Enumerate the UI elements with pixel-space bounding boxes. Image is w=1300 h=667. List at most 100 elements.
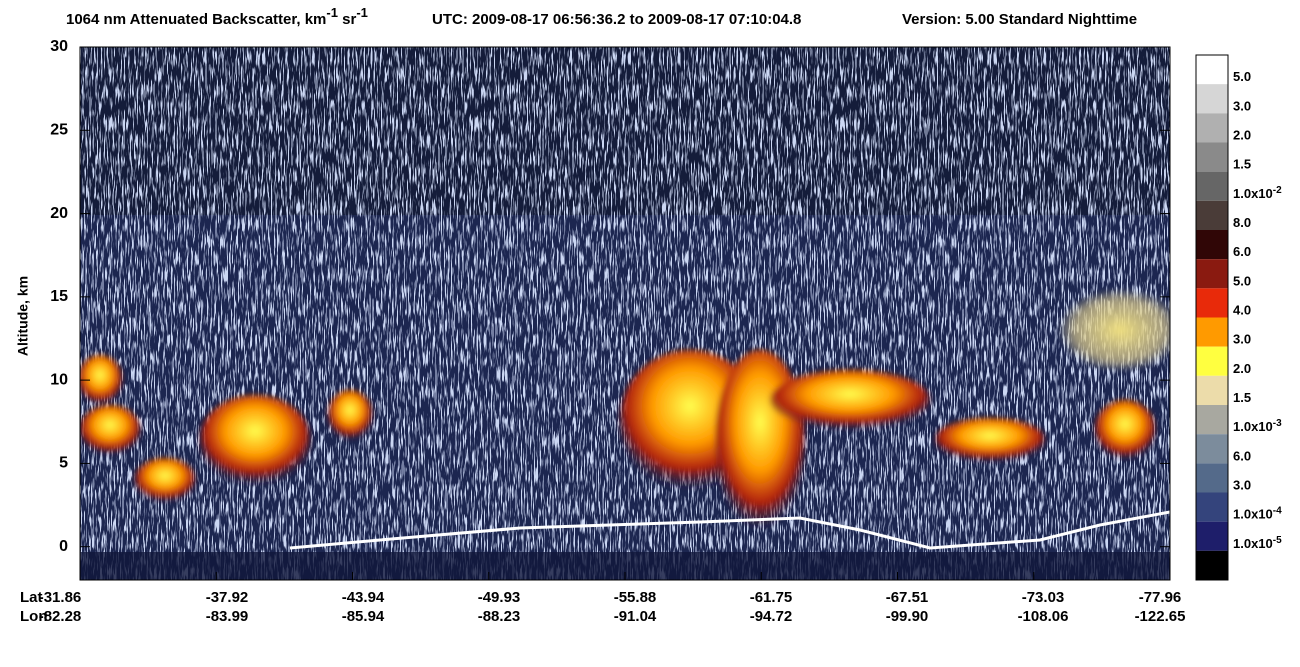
colorbar-swatch <box>1196 434 1228 464</box>
colorbar-label-text: 8.0 <box>1233 215 1251 230</box>
time-range: UTC: 2009-08-17 06:56:36.2 to 2009-08-17… <box>432 11 801 28</box>
colorbar-swatch <box>1196 288 1228 318</box>
colorbar-swatch <box>1196 200 1228 230</box>
colorbar-swatch <box>1196 492 1228 522</box>
colorbar-swatch <box>1196 259 1228 289</box>
colorbar-label-text: 1.0x10 <box>1233 536 1273 551</box>
backscatter-image <box>80 47 1170 580</box>
lon-label: -88.23 <box>478 608 521 625</box>
colorbar-label-text: 1.5 <box>1233 390 1251 405</box>
y-tick-label: 5 <box>59 455 68 472</box>
cloud <box>135 458 195 502</box>
y-tick-label: 0 <box>59 538 68 555</box>
cloud <box>715 350 805 530</box>
colorbar-swatch <box>1196 550 1228 580</box>
noise <box>80 47 1170 580</box>
clouds <box>80 290 1170 530</box>
colorbar-label: 8.0 <box>1233 215 1251 230</box>
version: Version: 5.00 Standard Nighttime <box>902 11 1137 28</box>
lon-label: -122.65 <box>1135 608 1186 625</box>
lat-label: -43.94 <box>342 589 385 606</box>
colorbar-label-text: 4.0 <box>1233 303 1251 318</box>
colorbar-swatch <box>1196 142 1228 172</box>
lon-label: -99.90 <box>886 608 929 625</box>
title-main: 1064 nm Attenuated Backscatter, km <box>66 11 326 28</box>
lat-label: -49.93 <box>478 589 521 606</box>
colorbar-label: 3.0 <box>1233 478 1251 493</box>
colorbar-label: 1.0x10-2 <box>1233 184 1282 201</box>
colorbar-label-text: 6.0 <box>1233 449 1251 464</box>
y-axis-label: Altitude, km <box>15 276 31 356</box>
colorbar-label-text: 1.0x10 <box>1233 186 1273 201</box>
colorbar-label: 1.0x10-3 <box>1233 418 1282 435</box>
colorbar-label-text: 3.0 <box>1233 99 1251 114</box>
colorbar-swatch <box>1196 463 1228 493</box>
colorbar-label: 2.0 <box>1233 361 1251 376</box>
lat-label: -37.92 <box>206 589 249 606</box>
y-tick-label: 25 <box>50 122 68 139</box>
x-row-label: Lat <box>20 589 43 606</box>
colorbar-swatch <box>1196 230 1228 260</box>
colorbar-label-text: 2.0 <box>1233 361 1251 376</box>
colorbar-swatch <box>1196 346 1228 376</box>
lon-label: -91.04 <box>614 608 657 625</box>
lon-label: -94.72 <box>750 608 793 625</box>
colorbar-label: 4.0 <box>1233 303 1251 318</box>
cloud <box>328 390 372 440</box>
colorbar-label: 2.0 <box>1233 128 1251 143</box>
cloud <box>935 418 1045 462</box>
colorbar-swatch <box>1196 113 1228 143</box>
y-tick-label: 20 <box>50 205 68 222</box>
colorbar-label: 1.0x10-5 <box>1233 534 1282 551</box>
lat-label: -67.51 <box>886 589 929 606</box>
colorbar-label-sup: -5 <box>1273 534 1282 545</box>
surface-return <box>289 510 1170 550</box>
title-sup: -1 <box>326 5 338 20</box>
cloud <box>770 370 930 430</box>
colorbar-swatch <box>1196 84 1228 114</box>
colorbar-swatch <box>1196 521 1228 551</box>
cloud <box>80 405 140 455</box>
colorbar-label-text: 6.0 <box>1233 245 1251 260</box>
y-tick-label: 10 <box>50 371 68 388</box>
colorbar-label: 1.5 <box>1233 157 1251 172</box>
colorbar-label: 6.0 <box>1233 449 1251 464</box>
x-row-label: Lon <box>20 608 48 625</box>
colorbar-swatch <box>1196 171 1228 201</box>
cloud <box>1060 290 1170 370</box>
colorbar-label: 6.0 <box>1233 245 1251 260</box>
colorbar-label: 3.0 <box>1233 332 1251 347</box>
colorbar-label-text: 2.0 <box>1233 128 1251 143</box>
colorbar-label: 1.5 <box>1233 390 1251 405</box>
colorbar-label-text: 1.0x10 <box>1233 420 1273 435</box>
chart-title: 1064 nm Attenuated Backscatter, km-1 sr-… <box>66 5 368 28</box>
cloud <box>200 395 310 485</box>
colorbar-label-text: 3.0 <box>1233 332 1251 347</box>
lat-label: -55.88 <box>614 589 657 606</box>
colorbar-label-text: 5.0 <box>1233 70 1251 85</box>
colorbar-swatch <box>1196 55 1228 85</box>
lon-label: -85.94 <box>342 608 385 625</box>
colorbar-swatch <box>1196 375 1228 405</box>
lat-label: -73.03 <box>1022 589 1065 606</box>
colorbar-swatch <box>1196 317 1228 347</box>
lon-label: -83.99 <box>206 608 249 625</box>
colorbar-label-text: 1.5 <box>1233 157 1251 172</box>
lon-label: -82.28 <box>39 608 82 625</box>
colorbar-label-sup: -3 <box>1273 418 1282 429</box>
colorbar-label-text: 1.0x10 <box>1233 507 1273 522</box>
colorbar-frame <box>1195 54 1229 581</box>
title-mid: sr <box>338 11 357 28</box>
colorbar-label: 5.0 <box>1233 274 1251 289</box>
lat-label: -61.75 <box>750 589 793 606</box>
colorbar-label-sup: -4 <box>1273 505 1282 516</box>
colorbar-label-text: 5.0 <box>1233 274 1251 289</box>
colorbar-label-text: 3.0 <box>1233 478 1251 493</box>
lat-label: -77.96 <box>1139 589 1182 606</box>
colorbar-label: 1.0x10-4 <box>1233 505 1282 522</box>
colorbar-swatch <box>1196 405 1228 435</box>
cloud <box>80 355 122 405</box>
y-tick-label: 30 <box>50 38 68 55</box>
colorbar-label-sup: -2 <box>1273 184 1282 195</box>
